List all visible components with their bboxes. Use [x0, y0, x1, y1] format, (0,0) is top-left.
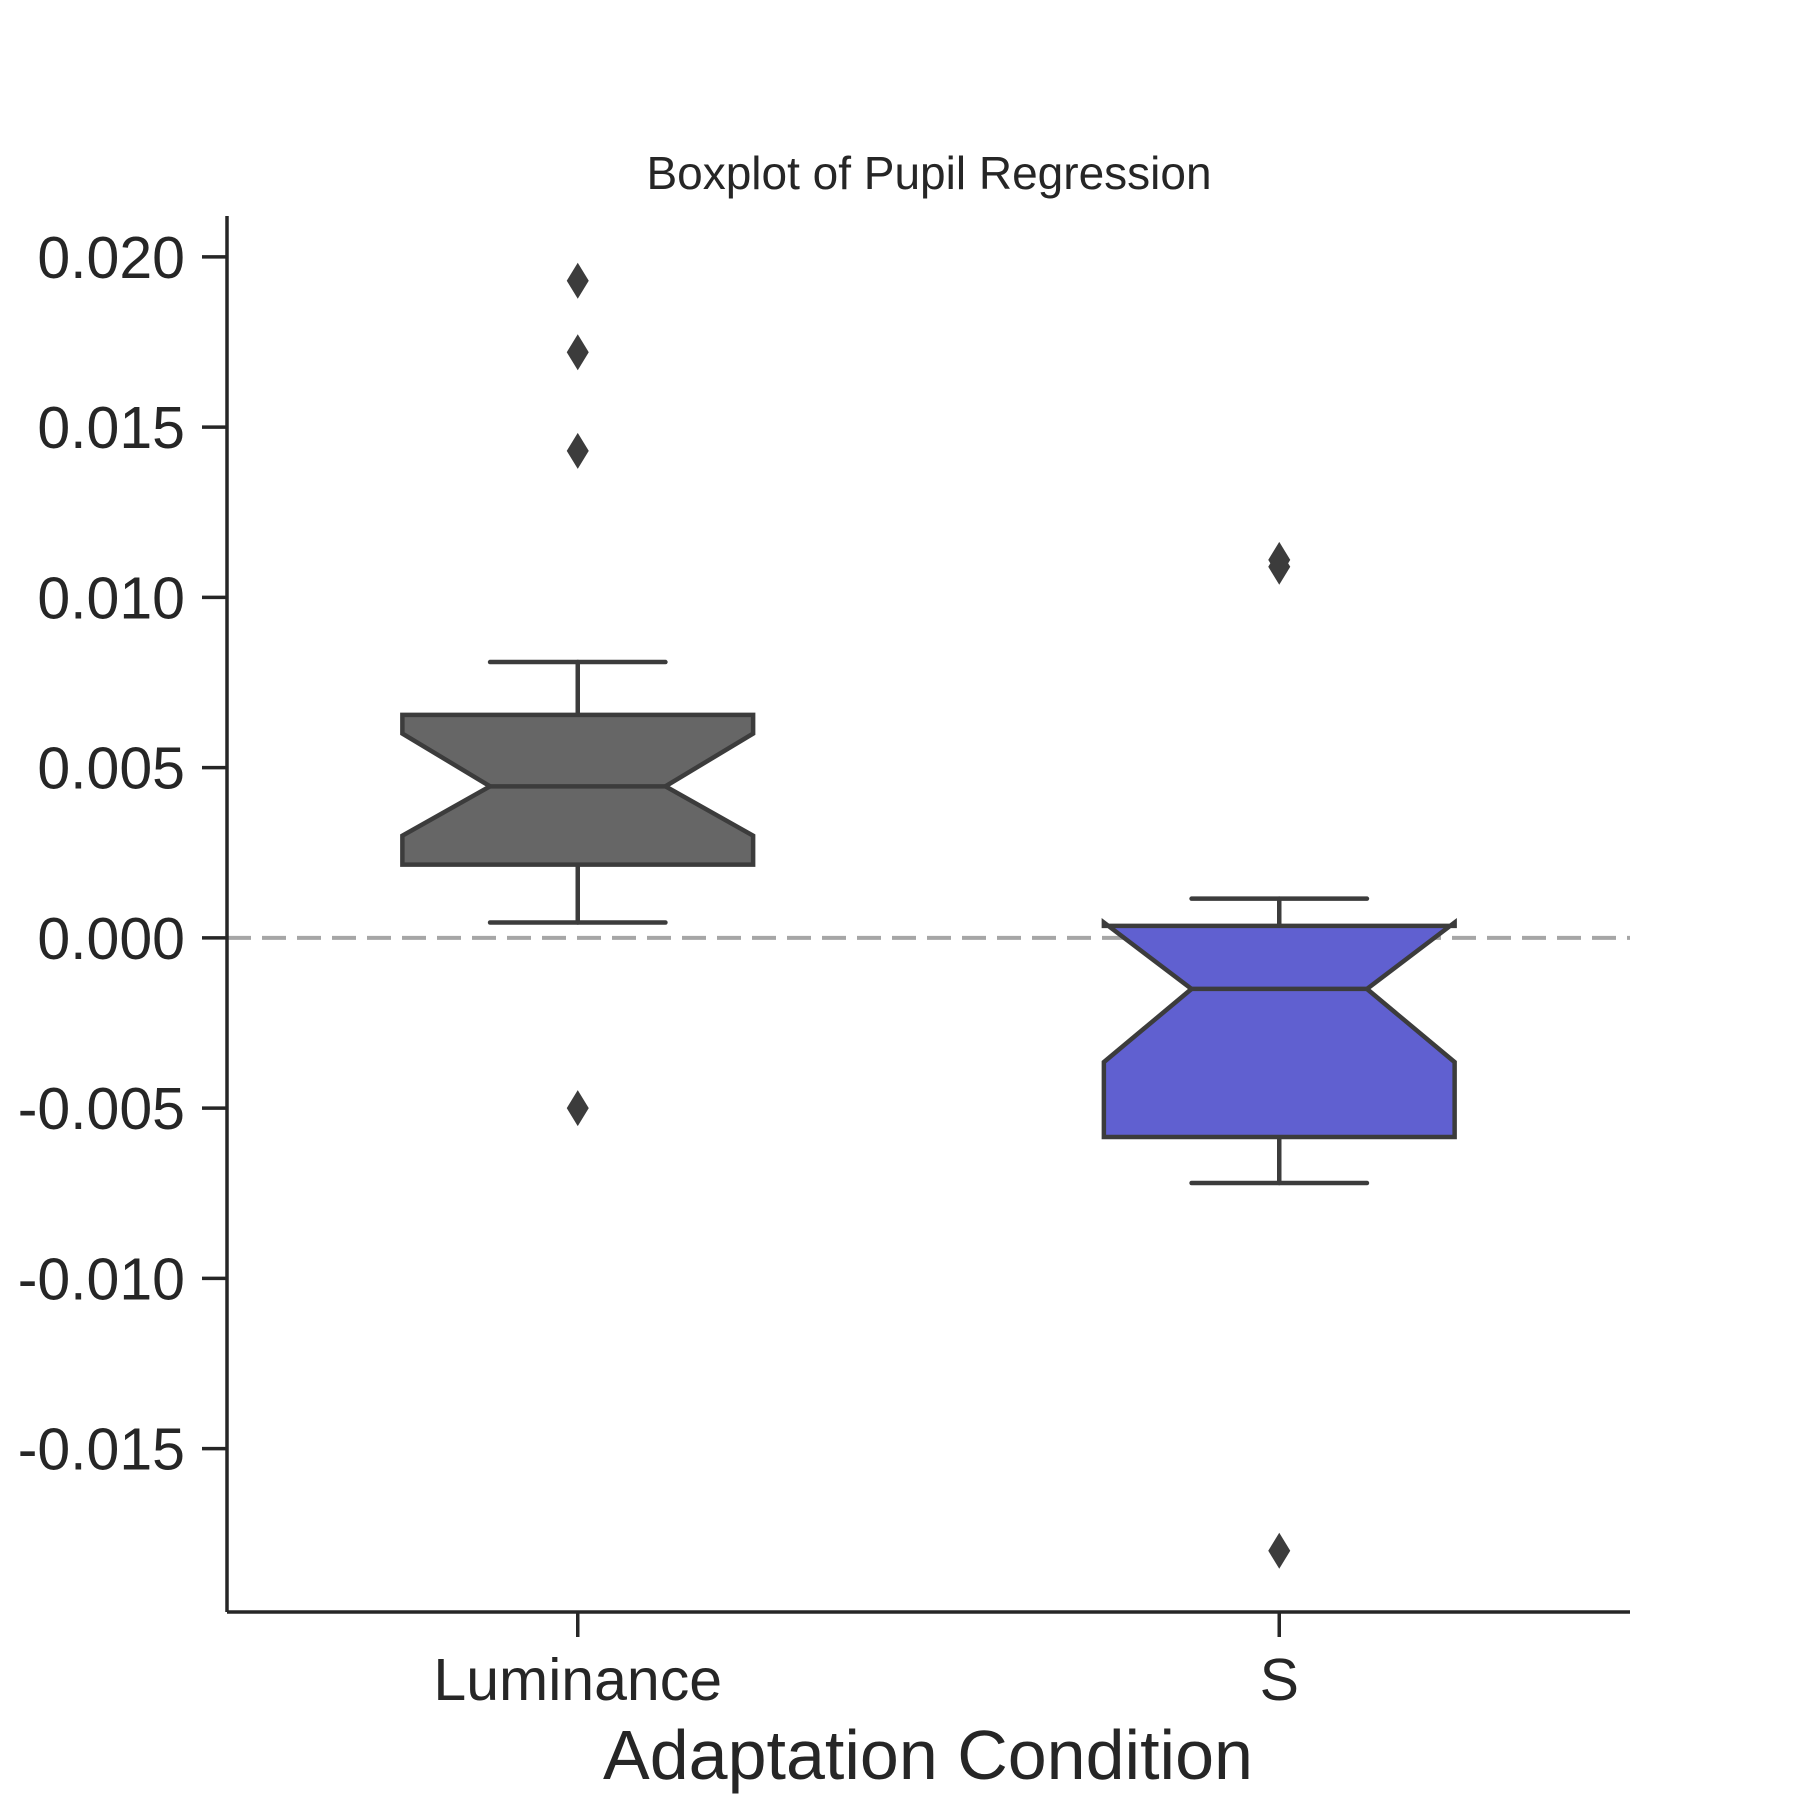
y-tick-label: 0.000	[37, 906, 185, 972]
outlier-point	[566, 334, 589, 371]
x-tick-label: Luminance	[433, 1647, 722, 1713]
notched-box	[400, 712, 756, 867]
outlier-point	[1268, 1532, 1291, 1569]
outlier-point	[1268, 548, 1291, 585]
y-ticks-group: 0.020 0.015 0.010 0.005 0.000 -0.005 -0.010 -0.…	[18, 225, 227, 1483]
outlier-point	[566, 432, 589, 469]
y-tick-label: 0.020	[37, 225, 185, 291]
x-ticks-group: Luminance S	[433, 1612, 1299, 1713]
notched-box	[1101, 917, 1457, 1140]
y-tick-label: 0.005	[37, 736, 185, 802]
y-tick-label: -0.015	[18, 1417, 185, 1483]
y-tick-label: -0.010	[18, 1246, 185, 1312]
y-tick-label: 0.015	[37, 395, 185, 461]
box-s	[1101, 541, 1457, 1569]
outlier-point	[566, 1090, 589, 1127]
box-luminance	[400, 262, 756, 1127]
y-tick-label: 0.010	[37, 565, 185, 631]
outlier-point	[566, 262, 589, 299]
x-tick-label: S	[1260, 1647, 1299, 1713]
y-tick-label: -0.005	[18, 1076, 185, 1142]
x-axis-title: Adaptation Condition	[603, 1716, 1253, 1794]
boxes-group	[400, 262, 1457, 1569]
chart-title: Boxplot of Pupil Regression	[646, 147, 1211, 199]
